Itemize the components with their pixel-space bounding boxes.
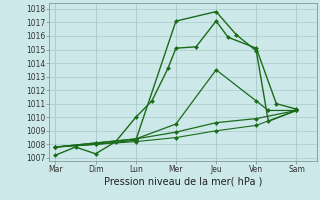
X-axis label: Pression niveau de la mer( hPa ): Pression niveau de la mer( hPa ) [104,177,262,187]
